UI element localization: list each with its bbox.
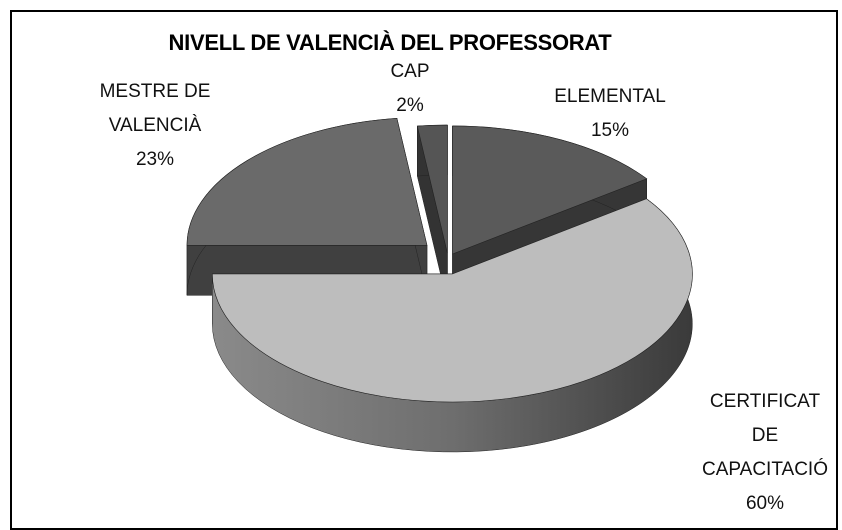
value-label: 60%: [745, 493, 785, 514]
chart-title: NIVELL DE VALENCIÀ DEL PROFESSORAT: [168, 30, 612, 55]
category-label: CERTIFICAT DE CAPACITACIÓ: [702, 391, 828, 480]
value-label: 23%: [135, 149, 175, 170]
value-label: 15%: [590, 120, 630, 141]
data-label: CAP 2%: [370, 55, 450, 123]
slice-top: [452, 125, 648, 255]
slice-top: [212, 198, 693, 403]
page: NIVELL DE VALENCIÀ DEL PROFESSORAT (() =…: [10, 10, 838, 530]
data-label: CERTIFICAT DE CAPACITACIÓ 60%: [700, 385, 830, 521]
slice-top: [416, 124, 448, 254]
value-label: 2%: [396, 95, 424, 116]
category-label: ELEMENTAL: [554, 86, 666, 107]
category-label: CAP: [390, 61, 430, 82]
slice: [212, 198, 693, 453]
data-label: ELEMENTAL 15%: [545, 80, 675, 148]
slice: [416, 124, 448, 304]
data-label: MESTRE DE VALENCIÀ 23%: [80, 75, 230, 177]
chart: [186, 118, 693, 453]
category-label: MESTRE DE VALENCIÀ: [99, 81, 211, 136]
slice-top: [186, 118, 428, 246]
